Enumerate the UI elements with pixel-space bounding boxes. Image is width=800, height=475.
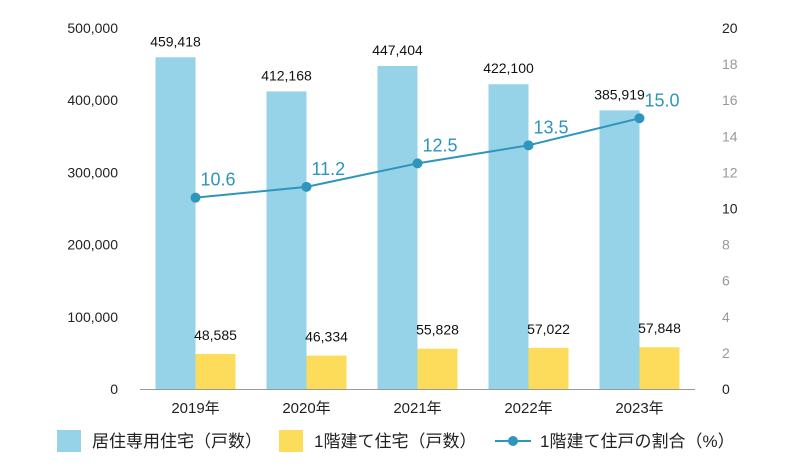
bar-value-label: 422,100	[483, 60, 534, 76]
legend-item-0: 居住専用住宅（戸数）	[57, 430, 262, 452]
y-right-tick-label: 2	[722, 345, 730, 361]
ratio-point-0	[190, 192, 201, 203]
bar-single-story-2	[417, 348, 458, 389]
ratio-value-label: 15.0	[645, 90, 680, 110]
x-category-label: 2022年	[504, 400, 552, 417]
ratio-point-4	[634, 113, 645, 124]
bar-value-label: 57,022	[527, 321, 570, 337]
bar-value-label: 412,168	[261, 67, 312, 83]
bar-single-story-4	[639, 347, 680, 389]
y-right-tick-label: 18	[722, 56, 738, 72]
y-left-tick-label: 300,000	[67, 164, 118, 180]
bar-residential-0	[155, 57, 196, 390]
x-category-label: 2020年	[282, 400, 330, 417]
y-left-tick-label: 100,000	[67, 309, 118, 325]
line-layer	[190, 113, 645, 203]
legend-label: 居住専用住宅（戸数）	[92, 432, 262, 451]
legend-item-2: 1階建て住戸の割合（%）	[495, 432, 735, 451]
legend-label: 1階建て住戸の割合（%）	[540, 432, 735, 451]
x-category-label: 2019年	[171, 400, 219, 417]
legend: 居住専用住宅（戸数） 1階建て住宅（戸数） 1階建て住戸の割合（%）	[57, 430, 735, 452]
bar-value-label: 48,585	[194, 327, 237, 343]
ratio-value-label: 12.5	[423, 135, 458, 155]
legend-swatch	[57, 430, 81, 452]
bar-residential-2	[377, 65, 418, 390]
ratio-value-label: 10.6	[201, 170, 236, 190]
y-right-tick-label: 14	[722, 128, 738, 144]
bar-residential-3	[488, 84, 529, 389]
y-right-tick-label: 6	[722, 273, 730, 289]
bar-residential-1	[266, 91, 307, 389]
bar-value-label: 385,919	[594, 86, 645, 102]
y-right-tick-label: 16	[722, 92, 738, 108]
legend-item-1: 1階建て住宅（戸数）	[279, 430, 476, 452]
bars-layer	[155, 57, 680, 390]
ratio-point-2	[412, 158, 423, 169]
legend-swatch	[279, 430, 303, 452]
x-category-label: 2023年	[615, 400, 663, 417]
bar-residential-4	[599, 110, 640, 389]
ratio-point-3	[523, 140, 534, 151]
labels-layer: 459,418 412,168 447,404 422,100 385,919 48,58…	[150, 33, 681, 344]
y-right-tick-label: 20	[722, 20, 738, 36]
y-left-tick-label: 0	[110, 381, 118, 397]
bar-single-story-1	[306, 355, 347, 389]
ratio-value-label: 11.2	[312, 159, 346, 179]
y-right-tick-label: 10	[722, 201, 738, 217]
x-category-label: 2021年	[393, 400, 441, 417]
bar-value-label: 57,848	[638, 320, 681, 336]
ratio-value-label: 13.5	[534, 117, 569, 137]
y-left-tick-label: 400,000	[67, 92, 118, 108]
y-left-tick-label: 200,000	[67, 237, 118, 253]
y-right-tick-label: 0	[722, 381, 730, 397]
bar-value-label: 459,418	[150, 33, 201, 49]
ratio-point-1	[301, 181, 312, 192]
bar-single-story-0	[195, 353, 236, 389]
legend-marker	[508, 436, 518, 446]
bar-value-label: 46,334	[305, 329, 348, 345]
y-left-tick-label: 500,000	[67, 20, 118, 36]
y-right-tick-label: 4	[722, 309, 730, 325]
bar-value-label: 447,404	[372, 42, 423, 58]
y-right-tick-label: 12	[722, 164, 738, 180]
y-right-tick-label: 8	[722, 237, 730, 253]
bar-value-label: 55,828	[416, 322, 459, 338]
legend-label: 1階建て住宅（戸数）	[314, 432, 476, 451]
bar-single-story-3	[528, 347, 569, 389]
axis-layer: 0100,000200,000300,000400,000500,0000246…	[67, 20, 737, 417]
